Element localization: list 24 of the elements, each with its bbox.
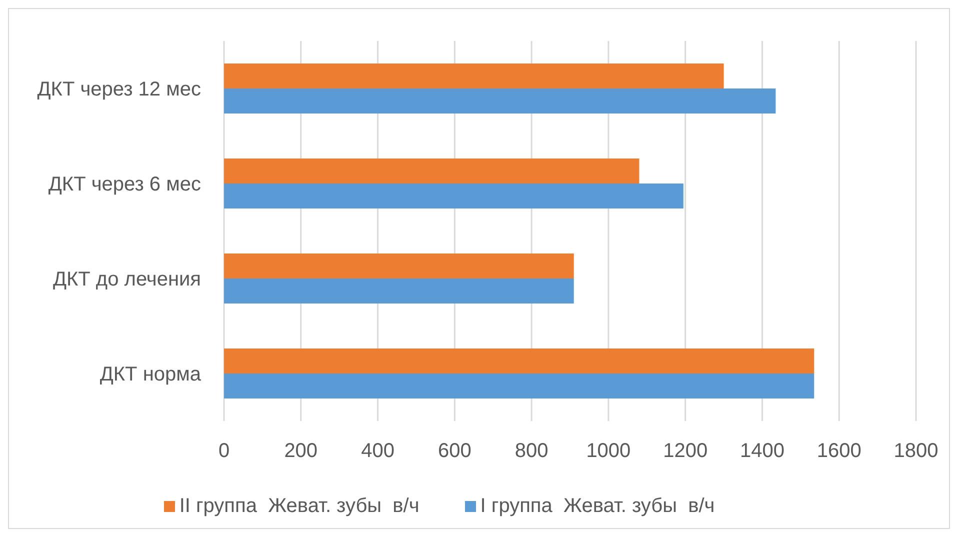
x-tick-label: 1200 <box>663 440 708 462</box>
bar <box>224 88 776 114</box>
y-tick-label: ДКТ норма <box>100 364 202 386</box>
x-tick-label: 1600 <box>816 440 862 462</box>
x-tick-label: 1400 <box>740 440 784 462</box>
x-tick-label: 200 <box>284 440 318 462</box>
x-tick-label: 1800 <box>894 440 938 462</box>
x-tick-label: 800 <box>514 440 548 462</box>
y-tick-label: ДКТ через 12 мес <box>37 78 201 101</box>
legend-label: I группа Жеват. зубы в/ч <box>480 495 715 517</box>
bar <box>224 278 574 304</box>
bar <box>224 374 814 399</box>
x-tick-label: 0 <box>218 440 230 462</box>
legend-label: II группа Жеват. зубы в/ч <box>179 495 420 517</box>
bar <box>224 348 814 374</box>
bar <box>224 254 574 279</box>
x-tick-label: 400 <box>361 440 394 462</box>
y-tick-label: ДКТ через 6 мес <box>48 174 201 196</box>
bar <box>224 184 684 209</box>
x-tick-label: 1000 <box>586 440 631 462</box>
bar <box>224 158 640 184</box>
x-tick-label: 600 <box>438 440 472 462</box>
bar <box>224 64 724 89</box>
y-tick-label: ДКТ до лечения <box>52 268 201 291</box>
